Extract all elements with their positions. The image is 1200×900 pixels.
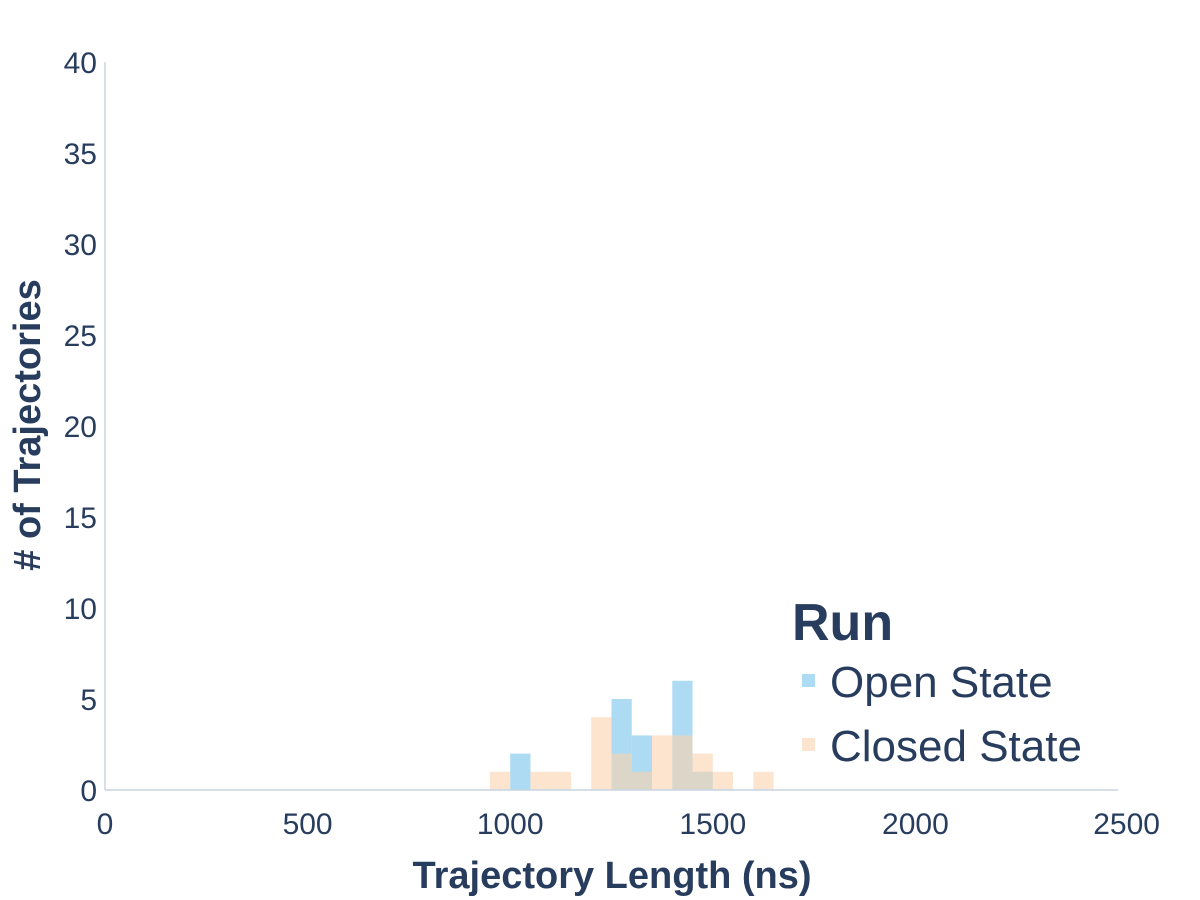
histogram-bar: [611, 753, 632, 790]
histogram-bar: [631, 771, 653, 790]
x-axis-title: Trajectory Length (ns): [412, 855, 811, 897]
x-tick-label: 2000: [882, 808, 949, 841]
y-tick-label: 15: [64, 502, 97, 535]
legend-items: Open State Closed State: [802, 658, 1082, 771]
histogram-bar: [692, 753, 713, 790]
histogram-bar: [489, 771, 511, 790]
y-tick-labels: 0 5 10 15 20 25 30 35 40: [64, 47, 97, 808]
series-1: [489, 717, 774, 790]
x-tick-label: 1500: [679, 808, 746, 841]
histogram-bar: [510, 753, 531, 790]
legend-swatch: [802, 674, 815, 687]
x-tick-label: 0: [97, 808, 114, 841]
y-tick-label: 20: [64, 411, 97, 444]
histogram-bar: [753, 771, 774, 790]
legend-label: Open State: [830, 658, 1053, 707]
y-tick-label: 10: [64, 593, 97, 626]
histogram-bar: [591, 717, 612, 790]
y-tick-label: 25: [64, 320, 97, 353]
x-tick-label: 1000: [477, 808, 544, 841]
y-tick-label: 35: [64, 138, 97, 171]
x-tick-label: 2500: [1093, 808, 1160, 841]
bars-layer: [489, 680, 774, 790]
y-tick-label: 30: [64, 229, 97, 262]
x-tick-labels: 0 500 1000 1500 2000 2500: [97, 808, 1160, 841]
histogram-bar: [652, 735, 673, 790]
legend-swatch: [802, 738, 815, 751]
y-axis-title: # of Trajectories: [7, 279, 49, 570]
histogram-bar: [530, 771, 551, 790]
legend: Run Open State Closed State: [792, 594, 1082, 771]
legend-label: Closed State: [830, 722, 1082, 771]
y-tick-label: 5: [80, 684, 97, 717]
legend-title: Run: [792, 594, 893, 652]
y-tick-label: 0: [80, 775, 97, 808]
histogram-bar: [712, 771, 734, 790]
histogram-bar: [550, 771, 571, 790]
histogram-bar: [672, 735, 693, 790]
y-tick-label: 40: [64, 47, 97, 80]
x-tick-label: 500: [283, 808, 333, 841]
